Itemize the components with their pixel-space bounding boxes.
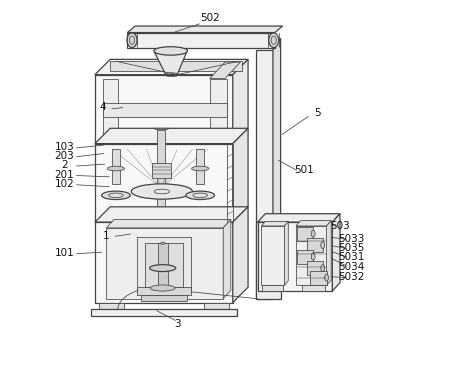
Polygon shape <box>128 33 275 48</box>
Ellipse shape <box>269 33 279 47</box>
Polygon shape <box>311 271 326 285</box>
Polygon shape <box>197 149 204 184</box>
Ellipse shape <box>107 166 124 171</box>
Ellipse shape <box>150 265 176 272</box>
Text: 101: 101 <box>54 248 74 258</box>
Ellipse shape <box>161 242 164 244</box>
Text: 503: 503 <box>330 221 350 231</box>
Polygon shape <box>106 228 223 299</box>
Polygon shape <box>256 222 281 299</box>
Polygon shape <box>112 149 120 184</box>
Polygon shape <box>106 219 231 228</box>
Ellipse shape <box>150 285 175 291</box>
Polygon shape <box>233 207 248 303</box>
Polygon shape <box>302 285 325 291</box>
Text: 501: 501 <box>294 165 313 175</box>
Polygon shape <box>154 52 187 75</box>
Text: 2: 2 <box>61 160 68 170</box>
Polygon shape <box>257 222 332 291</box>
Polygon shape <box>110 61 242 71</box>
Text: 1: 1 <box>103 231 110 241</box>
Polygon shape <box>306 261 323 275</box>
Polygon shape <box>141 295 187 301</box>
Polygon shape <box>273 38 281 299</box>
Polygon shape <box>99 303 123 310</box>
Polygon shape <box>210 79 227 142</box>
Text: 5034: 5034 <box>338 262 365 272</box>
Text: 5: 5 <box>314 108 321 118</box>
Text: 201: 201 <box>54 170 74 180</box>
Polygon shape <box>204 303 229 310</box>
Polygon shape <box>332 214 340 291</box>
Ellipse shape <box>271 36 276 44</box>
Polygon shape <box>145 243 183 287</box>
Ellipse shape <box>102 191 130 200</box>
Text: 4: 4 <box>99 102 106 112</box>
Polygon shape <box>137 287 191 295</box>
Text: 3: 3 <box>174 319 181 329</box>
Polygon shape <box>223 219 231 299</box>
Polygon shape <box>210 62 241 79</box>
Ellipse shape <box>325 274 329 281</box>
Text: 502: 502 <box>200 13 220 23</box>
Polygon shape <box>95 207 248 222</box>
Polygon shape <box>95 59 248 75</box>
Ellipse shape <box>321 265 325 272</box>
Polygon shape <box>157 130 165 220</box>
Polygon shape <box>326 221 331 285</box>
Text: 203: 203 <box>54 151 74 161</box>
Polygon shape <box>297 227 313 241</box>
Ellipse shape <box>311 253 315 260</box>
Polygon shape <box>296 226 326 285</box>
Polygon shape <box>155 128 169 129</box>
Ellipse shape <box>192 166 209 171</box>
Text: 5035: 5035 <box>338 243 365 253</box>
Polygon shape <box>137 237 191 293</box>
Ellipse shape <box>129 36 135 44</box>
Ellipse shape <box>131 184 192 199</box>
Polygon shape <box>262 221 288 226</box>
Text: 5032: 5032 <box>338 272 365 282</box>
Polygon shape <box>95 75 233 144</box>
Ellipse shape <box>127 33 137 47</box>
Polygon shape <box>306 238 323 252</box>
Polygon shape <box>103 103 227 117</box>
Text: 103: 103 <box>54 142 74 152</box>
Ellipse shape <box>186 191 215 200</box>
Polygon shape <box>262 226 285 285</box>
Polygon shape <box>103 79 118 142</box>
Polygon shape <box>233 128 248 222</box>
Polygon shape <box>128 26 282 33</box>
Text: 5031: 5031 <box>338 252 365 262</box>
Polygon shape <box>158 243 168 288</box>
Polygon shape <box>91 309 237 316</box>
Polygon shape <box>262 285 282 291</box>
Text: 102: 102 <box>54 179 74 189</box>
Ellipse shape <box>321 242 325 249</box>
Ellipse shape <box>154 47 188 55</box>
Polygon shape <box>256 50 273 299</box>
Polygon shape <box>285 221 288 285</box>
Polygon shape <box>257 214 340 222</box>
Polygon shape <box>297 250 313 264</box>
Polygon shape <box>152 163 172 178</box>
Polygon shape <box>95 128 248 144</box>
Polygon shape <box>296 221 331 226</box>
Polygon shape <box>95 144 233 222</box>
Ellipse shape <box>311 230 315 237</box>
Polygon shape <box>95 222 233 303</box>
Text: 5033: 5033 <box>338 234 365 244</box>
Polygon shape <box>233 59 248 144</box>
